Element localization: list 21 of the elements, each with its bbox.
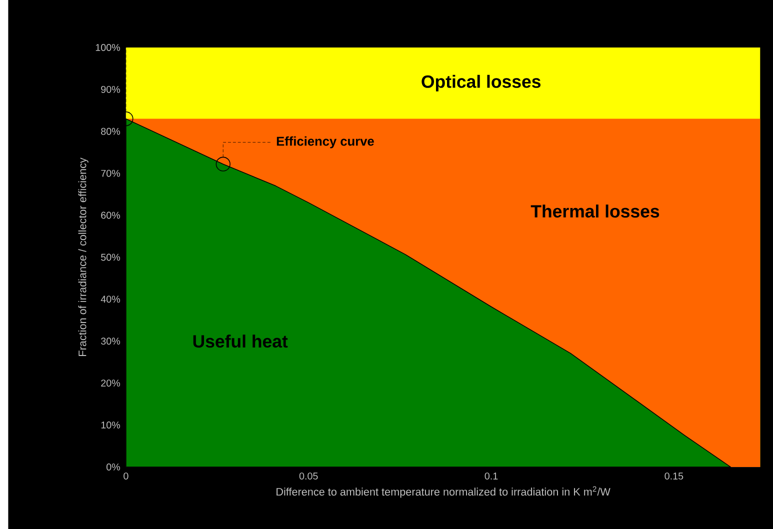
series-label: Thermal losses: [530, 204, 660, 218]
y-tick-label: 90%: [101, 86, 120, 93]
annotation: Efficiency curve: [276, 136, 374, 148]
y-tick-label: 70%: [101, 170, 120, 177]
x-axis-title: Difference to ambient temperature normalized to irradiation in K m$^{2}$/W: [276, 486, 610, 498]
y-tick-label: 0%: [106, 463, 120, 470]
y-tick-label: 60%: [101, 212, 120, 219]
x-tick-label: 0.1: [484, 472, 498, 480]
y-tick-label: 80%: [101, 128, 120, 135]
x-tick-label: 0.15: [664, 472, 684, 480]
series-label: Useful heat: [193, 334, 288, 348]
y-tick-label: 10%: [101, 421, 120, 428]
y-tick-label: 100%: [96, 44, 120, 51]
y-tick-label: 40%: [100, 296, 120, 303]
x-tick-label: 0: [124, 472, 128, 480]
x-tick-label: 0.05: [299, 472, 318, 480]
y-tick-label: 30%: [101, 337, 120, 344]
y-tick-label: 20%: [101, 379, 120, 386]
y-axis-title: Fraction of irradiance / collector efficiency: [78, 157, 88, 356]
series-label: Optical losses: [422, 74, 541, 92]
y-tick-label: 50%: [101, 254, 120, 261]
